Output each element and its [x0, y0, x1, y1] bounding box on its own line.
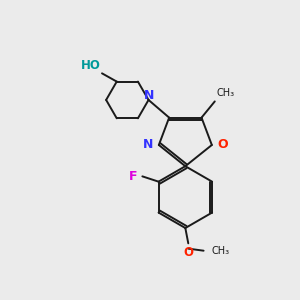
Text: CH₃: CH₃	[212, 246, 230, 256]
Text: CH₃: CH₃	[216, 88, 234, 98]
Text: N: N	[144, 89, 154, 102]
Text: O: O	[183, 246, 193, 259]
Text: N: N	[143, 139, 154, 152]
Text: HO: HO	[81, 59, 100, 72]
Text: F: F	[129, 170, 137, 183]
Text: O: O	[217, 139, 228, 152]
